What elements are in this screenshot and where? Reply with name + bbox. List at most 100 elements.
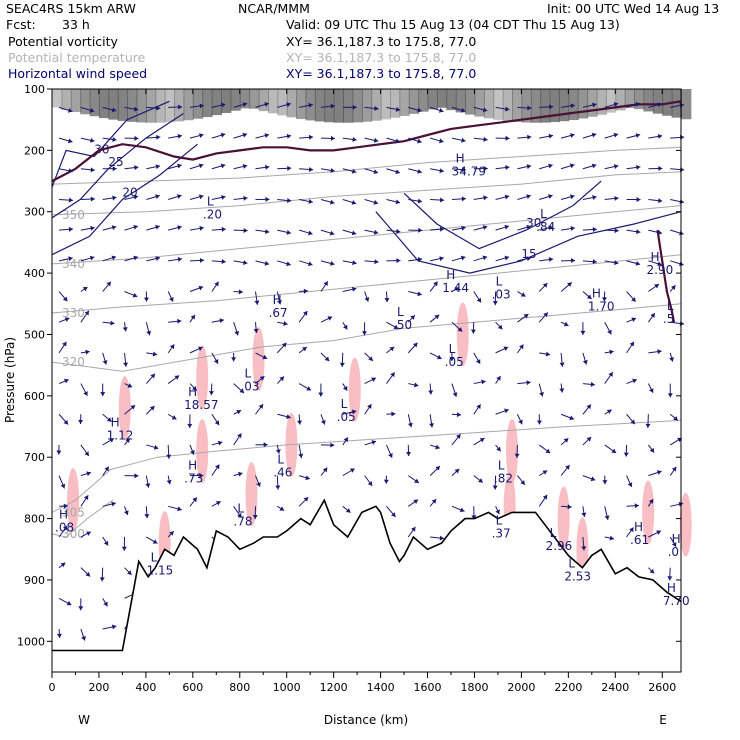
shade-cell — [455, 89, 467, 113]
wind-arrowhead — [329, 260, 335, 266]
wind-arrowhead — [111, 107, 117, 113]
extremum-symbol: L — [498, 458, 505, 472]
y-axis-label: Pressure (hPa) — [3, 337, 17, 423]
wind-arrowhead — [68, 226, 73, 232]
wind-arrowhead — [435, 444, 440, 450]
wind-arrowhead — [482, 225, 488, 230]
wind-arrowhead — [391, 512, 396, 517]
wind-arrowhead — [308, 102, 313, 108]
field-xy-theta: XY= 36.1,187.3 to 175.8, 77.0 — [286, 50, 476, 65]
x-axis-label: Distance (km) — [324, 713, 408, 727]
shade-cell — [549, 89, 560, 123]
wind-arrowhead — [256, 482, 261, 487]
wind-arrowhead — [373, 199, 379, 205]
x-axis-ticks: 0 200 400 600 800 1000 1200 1400 1600 1800 2000 220… — [49, 89, 676, 694]
field-name-wind: Horizontal wind speed — [8, 66, 147, 81]
wind-arrowhead — [434, 314, 440, 320]
extremum-value: .08 — [55, 521, 74, 535]
wind-arrowhead — [669, 357, 674, 362]
wind-arrowhead — [454, 468, 460, 474]
wind-arrowhead — [329, 230, 335, 236]
x-tick-label: 400 — [135, 681, 156, 694]
wind-arrowhead — [581, 546, 587, 551]
extremum-value: 2.90 — [646, 263, 673, 277]
shade-cell — [558, 89, 570, 122]
wind-arrowhead — [383, 479, 389, 484]
x-tick-label: 1800 — [460, 681, 488, 694]
wind-arrowhead — [591, 132, 597, 138]
wind-arrowhead — [523, 314, 529, 319]
wind-arrowhead — [548, 225, 553, 231]
wind-arrowhead — [68, 197, 74, 203]
wind-arrowhead — [177, 225, 182, 231]
extremum-value: .73 — [184, 471, 203, 485]
wind-arrowhead — [518, 419, 523, 425]
wind-arrowhead — [144, 514, 150, 519]
wind-arrowhead — [106, 417, 112, 422]
wind-arrowhead — [542, 470, 548, 475]
extremum-value: 7.70 — [663, 594, 690, 608]
forecast-hour: 33 h — [62, 17, 90, 32]
extremum-value: .78 — [233, 514, 252, 528]
wind-arrowhead — [152, 351, 158, 357]
wind-arrowhead — [190, 450, 195, 455]
shade-cell — [605, 89, 617, 113]
wind-arrowhead — [221, 259, 226, 265]
extremum-symbol: H — [592, 287, 601, 301]
wind-arrowhead — [134, 135, 139, 141]
shade-cell — [671, 89, 682, 118]
pv-line — [51, 100, 682, 183]
wind-arrowhead — [570, 258, 576, 264]
extremum-value: 34.79 — [452, 165, 486, 179]
wind-arrowhead — [631, 317, 637, 323]
extremum-symbol: L — [496, 514, 503, 528]
wind-arrowhead — [171, 415, 177, 420]
wind-arrowhead — [146, 330, 152, 336]
wind-arrowhead — [634, 503, 639, 509]
wind-arrowhead — [559, 388, 565, 393]
extremum-symbol: H — [672, 532, 681, 546]
wind-arrowhead — [242, 164, 248, 169]
wind-arrowhead — [636, 164, 641, 170]
wind-arrowhead — [133, 255, 138, 261]
wind-arrowhead — [417, 257, 423, 263]
extremum-symbol: H — [446, 268, 455, 282]
wind-arrowhead — [470, 329, 476, 334]
wind-arrowhead — [496, 376, 501, 381]
wind-arrowhead — [471, 515, 477, 520]
shade-cell — [371, 89, 382, 121]
wind-arrowhead — [286, 261, 291, 267]
wind-arrowhead — [177, 506, 182, 512]
wind-arrowhead — [395, 106, 401, 112]
extremum-symbol: L — [540, 207, 547, 221]
wind-arrowhead — [580, 330, 586, 335]
wind-arrowhead — [198, 163, 204, 169]
wind-arrowhead — [90, 167, 95, 173]
wind-arrowhead — [66, 600, 72, 606]
wind-arrowhead — [237, 512, 242, 518]
wind-arrowhead — [302, 347, 307, 352]
wind-arrowhead — [656, 470, 662, 475]
wind-arrowhead — [439, 197, 445, 203]
shade-cell — [408, 89, 420, 114]
wind-arrowhead — [308, 134, 314, 140]
wind-arrowhead — [253, 328, 259, 333]
wind-contour — [51, 100, 170, 188]
wind-arrowhead — [505, 165, 510, 170]
wind-arrowhead — [68, 256, 73, 262]
shade-cell — [136, 89, 147, 123]
wind-arrowhead — [238, 471, 243, 477]
extrema-labels: H1.12H18.57H.73L.03H.67L.46L.78L.05L.50L… — [55, 152, 690, 609]
wind-arrowhead — [111, 225, 117, 231]
wind-arrowhead — [483, 136, 488, 142]
extremum-value: .84 — [536, 220, 555, 234]
wind-arrowhead — [78, 419, 84, 424]
wind-arrowhead — [112, 195, 117, 201]
wind-arrowhead — [483, 166, 488, 172]
wind-arrowhead — [264, 102, 269, 107]
shade-cell — [127, 89, 138, 122]
wind-arrowhead — [60, 562, 66, 568]
plot-frame — [51, 88, 682, 673]
wind-arrowhead — [373, 169, 379, 175]
